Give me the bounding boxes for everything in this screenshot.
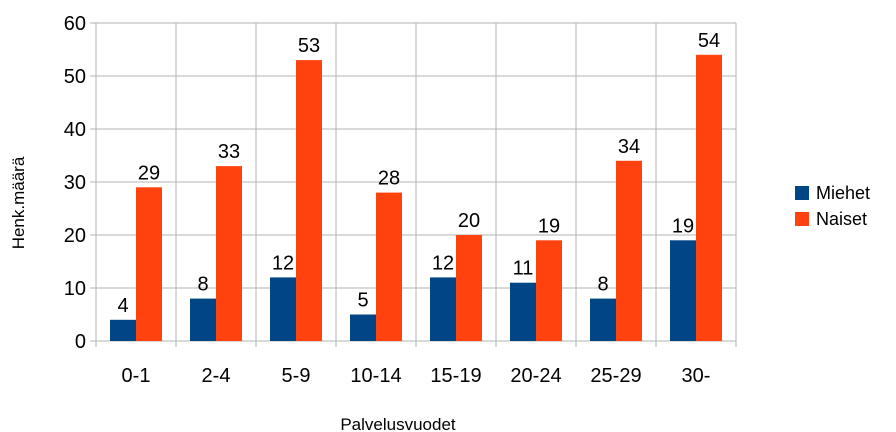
y-tick-label: 40 xyxy=(64,119,86,141)
bar-miehet-20-24 xyxy=(510,282,536,341)
data-label: 54 xyxy=(698,30,720,52)
gridlines xyxy=(95,22,737,347)
x-tick-label: 5-9 xyxy=(282,365,311,387)
bar-miehet-2-4 xyxy=(190,298,216,341)
data-label: 8 xyxy=(597,274,608,296)
x-tick-label: 15-19 xyxy=(430,365,481,387)
x-axis-title: Palvelusvuodet xyxy=(340,415,456,432)
y-tick-label: 30 xyxy=(64,172,86,194)
bar-naiset-25-29 xyxy=(616,160,642,341)
bar-miehet-5-9 xyxy=(270,277,296,341)
legend-label-naiset: Naiset xyxy=(816,209,867,229)
data-label: 33 xyxy=(218,141,240,163)
x-tick-label: 10-14 xyxy=(350,365,401,387)
y-tick-label: 20 xyxy=(64,225,86,247)
legend-swatch-naiset xyxy=(795,212,809,226)
x-tick-label: 0-1 xyxy=(122,365,151,387)
data-label: 12 xyxy=(432,252,454,274)
data-label: 34 xyxy=(618,136,640,158)
bar-naiset-5-9 xyxy=(296,60,322,341)
legend-label-miehet: Miehet xyxy=(816,183,870,203)
bar-naiset-30- xyxy=(696,54,722,342)
data-label: 5 xyxy=(357,290,368,312)
y-tick-label: 60 xyxy=(64,13,86,35)
bar-naiset-20-24 xyxy=(536,240,562,341)
data-label: 8 xyxy=(197,274,208,296)
data-label: 11 xyxy=(513,258,534,280)
data-label: 28 xyxy=(378,168,400,190)
bars xyxy=(110,54,722,342)
x-tick-label: 30- xyxy=(682,365,711,387)
data-label: 4 xyxy=(117,295,128,317)
y-axis-title: Henk.määrä xyxy=(9,156,28,249)
legend-swatch-miehet xyxy=(795,186,809,200)
bar-miehet-15-19 xyxy=(430,277,456,341)
data-label: 29 xyxy=(138,162,160,184)
y-tick-label: 10 xyxy=(64,278,86,300)
data-label: 19 xyxy=(672,215,694,237)
x-tick-label: 2-4 xyxy=(202,365,231,387)
bar-miehet-10-14 xyxy=(350,314,376,341)
data-label: 12 xyxy=(272,252,294,274)
data-label: 20 xyxy=(458,210,480,232)
data-label: 19 xyxy=(538,215,560,237)
x-tick-label: 25-29 xyxy=(590,365,641,387)
legend: Miehet Naiset xyxy=(795,183,870,229)
data-label: 53 xyxy=(298,35,320,57)
bar-naiset-10-14 xyxy=(376,192,402,341)
bar-naiset-0-1 xyxy=(136,187,162,341)
x-tick-label: 20-24 xyxy=(510,365,561,387)
bar-naiset-15-19 xyxy=(456,235,482,341)
bar-miehet-25-29 xyxy=(590,298,616,341)
axes: 0 10 20 30 40 50 60 0-1 2-4 5-9 10-14 15-19 20-24 25-… xyxy=(64,13,711,387)
y-tick-label: 50 xyxy=(64,66,86,88)
bar-naiset-2-4 xyxy=(216,166,242,341)
bar-miehet-30- xyxy=(670,240,696,341)
y-tick-label: 0 xyxy=(75,331,86,353)
bar-miehet-0-1 xyxy=(110,319,136,341)
